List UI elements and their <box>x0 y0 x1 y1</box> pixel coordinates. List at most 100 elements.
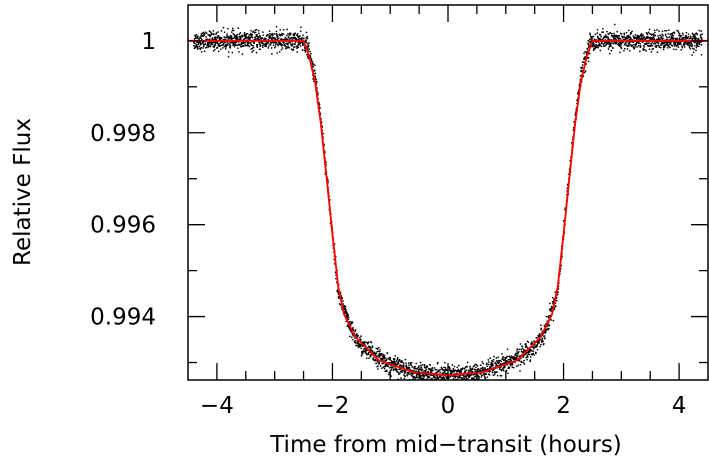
data-point <box>408 367 411 369</box>
data-point <box>591 37 594 40</box>
data-point <box>662 37 664 40</box>
data-point <box>222 44 224 46</box>
data-point <box>592 42 595 45</box>
data-point <box>538 333 541 335</box>
data-point <box>252 44 254 47</box>
data-point <box>689 42 691 45</box>
data-point <box>487 363 490 366</box>
data-point <box>526 358 529 361</box>
data-point <box>357 334 359 337</box>
data-point <box>195 44 198 47</box>
data-point <box>200 37 203 40</box>
data-point <box>414 368 416 370</box>
data-point <box>372 357 375 359</box>
data-point <box>520 348 522 351</box>
data-point <box>219 48 222 51</box>
data-point <box>692 51 695 54</box>
data-point <box>466 361 469 364</box>
data-point <box>251 33 254 36</box>
data-point <box>612 47 614 49</box>
data-point <box>199 42 202 45</box>
data-point <box>423 369 425 372</box>
data-point <box>540 343 542 346</box>
data-point <box>305 39 308 41</box>
data-point <box>600 35 602 38</box>
data-point <box>451 364 454 366</box>
data-point <box>602 27 604 30</box>
data-point <box>512 366 515 369</box>
data-point <box>200 51 203 53</box>
data-point <box>610 45 612 47</box>
data-point <box>226 33 228 35</box>
data-point <box>544 331 547 334</box>
data-point <box>698 43 701 45</box>
data-point <box>204 31 207 34</box>
data-point <box>695 49 697 52</box>
data-point <box>549 302 551 305</box>
data-point <box>497 356 500 359</box>
data-point <box>236 36 239 38</box>
data-point <box>281 34 284 37</box>
data-point <box>267 42 269 44</box>
data-point <box>516 348 519 350</box>
data-point <box>398 358 401 361</box>
data-point <box>654 43 657 45</box>
data-point <box>356 340 358 343</box>
y-tick-label: 0.996 <box>90 213 156 239</box>
data-point <box>526 354 529 357</box>
data-point <box>536 345 538 348</box>
data-point <box>506 355 509 358</box>
data-point <box>519 370 521 372</box>
data-point <box>693 44 696 47</box>
data-point <box>268 32 271 35</box>
data-point <box>529 356 532 358</box>
data-point <box>466 365 469 368</box>
data-point <box>204 46 207 49</box>
data-point <box>659 46 662 49</box>
data-point <box>533 347 535 350</box>
data-point <box>416 376 419 379</box>
data-point <box>492 358 495 361</box>
data-point <box>199 36 202 39</box>
data-point <box>554 305 557 308</box>
data-point <box>637 42 640 45</box>
data-point <box>443 377 446 379</box>
data-point <box>277 44 280 47</box>
data-point <box>388 366 391 369</box>
data-point <box>648 48 651 51</box>
data-point <box>231 27 234 30</box>
data-point <box>275 42 278 44</box>
data-point <box>637 38 640 40</box>
data-point <box>379 365 382 367</box>
data-point <box>480 376 483 378</box>
data-point <box>619 37 622 40</box>
data-point <box>694 35 696 37</box>
data-point <box>509 364 512 367</box>
data-point <box>595 44 598 46</box>
data-point <box>209 31 212 33</box>
data-point <box>347 324 349 327</box>
data-point <box>528 353 531 356</box>
data-point <box>555 299 558 302</box>
data-point <box>299 30 302 33</box>
data-point <box>305 41 308 44</box>
data-point <box>451 370 454 373</box>
data-point <box>456 366 459 369</box>
data-point <box>463 377 466 380</box>
data-point <box>683 44 685 47</box>
data-point <box>668 36 671 38</box>
data-point <box>416 368 419 370</box>
data-point <box>690 44 692 46</box>
data-point <box>417 368 420 371</box>
data-point <box>665 38 668 41</box>
data-point <box>673 32 676 34</box>
data-point <box>376 348 379 350</box>
data-point <box>420 370 423 372</box>
data-point <box>297 46 300 49</box>
data-point <box>401 371 403 374</box>
data-point <box>453 365 456 368</box>
data-point <box>385 358 388 361</box>
data-point <box>304 49 307 51</box>
data-point <box>657 35 659 37</box>
data-point <box>352 327 354 329</box>
